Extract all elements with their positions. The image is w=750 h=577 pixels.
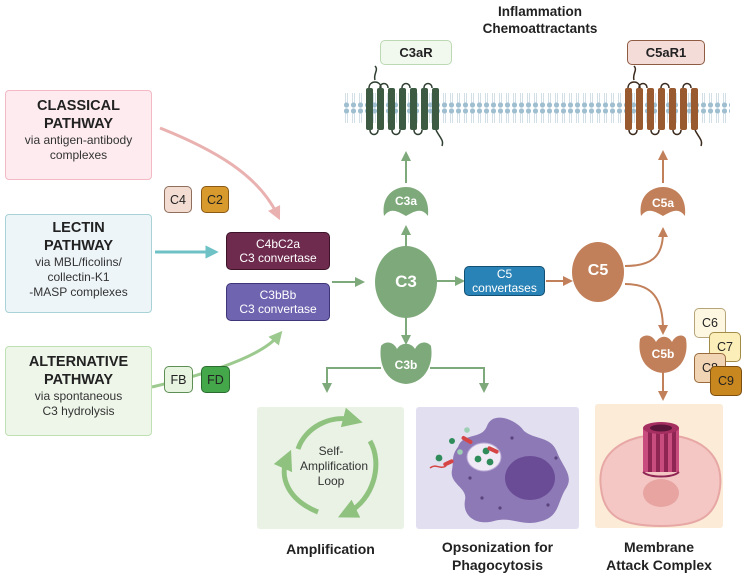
c5b-fragment xyxy=(639,335,687,373)
lectin-sub-3: -MASP complexes xyxy=(29,285,128,299)
classical-pathway-box: CLASSICAL PATHWAY via antigen-antibody c… xyxy=(5,90,152,180)
c3ar-receptor-shape xyxy=(366,65,444,147)
c4-factor: C4 xyxy=(164,186,192,213)
header-line-1: Inflammation xyxy=(497,4,582,19)
c3b-to-opsonization-arrow xyxy=(430,367,489,393)
self-amplification-loop-text: Self- Amplification Loop xyxy=(300,444,369,489)
c3a-fragment xyxy=(383,187,429,216)
c5b-label: C5b xyxy=(651,347,675,361)
loop-line-3: Loop xyxy=(317,474,345,488)
opsonization-line-1: Opsonization for xyxy=(441,539,554,555)
mac-outcome-label: Membrane Attack Complex xyxy=(588,538,730,574)
c3a-label: C3a xyxy=(394,194,417,208)
c3-label: C3 xyxy=(395,272,417,291)
lectin-title-2: PATHWAY xyxy=(43,238,114,254)
c3b-to-amplification-arrow xyxy=(322,367,381,393)
lectin-sub-1: via MBL/ficolins/ xyxy=(35,255,122,269)
opsonization-outcome-label: Opsonization for Phagocytosis xyxy=(410,538,585,574)
fd-factor: FD xyxy=(201,366,230,393)
alternative-sub-2: C3 hydrolysis xyxy=(42,404,115,418)
c5a-fragment xyxy=(640,187,686,216)
c3b-fragment xyxy=(380,342,432,384)
phagocyte-cell-image xyxy=(429,417,569,523)
c5-to-c5b-arrow xyxy=(624,283,668,335)
lectin-pathway-box: LECTIN PATHWAY via MBL/ficolins/ collect… xyxy=(5,214,152,313)
classical-to-convertase-arrow xyxy=(159,126,281,221)
c3ar-receptor-label: C3aR xyxy=(380,40,452,65)
header-line-2: Chemoattractants xyxy=(482,21,598,36)
c4bc2a-line-2: C3 convertase xyxy=(239,251,317,265)
opsonization-line-2: Phagocytosis xyxy=(451,557,544,573)
c5-convertases: C5 convertases xyxy=(464,266,545,296)
c4bc2a-c3-convertase: C4bC2a C3 convertase xyxy=(226,232,330,270)
c3b-label: C3b xyxy=(394,358,418,372)
alternative-sub-1: via spontaneous xyxy=(34,389,123,403)
c3bbb-c3-convertase: C3bBb C3 convertase xyxy=(226,283,330,321)
c5a-label: C5a xyxy=(651,196,674,210)
loop-line-1: Self- xyxy=(318,444,344,458)
classical-title-2: PATHWAY xyxy=(43,116,114,132)
classical-sub-2: complexes xyxy=(49,148,108,162)
c5ar1-receptor-label: C5aR1 xyxy=(627,40,705,65)
classical-title-1: CLASSICAL xyxy=(37,98,120,114)
classical-sub-1: via antigen-antibody xyxy=(24,133,133,147)
c5-label: C5 xyxy=(587,262,609,279)
mac-target-cell-image xyxy=(599,433,722,528)
lectin-sub-2: collectin-K1 xyxy=(47,270,110,284)
loop-line-2: Amplification xyxy=(300,459,369,473)
lectin-title-1: LECTIN xyxy=(52,220,105,236)
c3bbb-line-1: C3bBb xyxy=(259,288,297,302)
c5ar1-receptor-shape xyxy=(625,65,703,147)
c5-to-c5a-arrow xyxy=(624,227,668,267)
mac-line-2: Attack Complex xyxy=(606,557,712,573)
self-amplification-loop-icon xyxy=(273,407,379,518)
mac-line-1: Membrane xyxy=(623,539,695,555)
c3bbb-line-2: C3 convertase xyxy=(239,302,317,316)
alternative-title-1: ALTERNATIVE xyxy=(28,354,129,370)
amplification-outcome-label: Amplification xyxy=(286,541,375,557)
alternative-pathway-box: ALTERNATIVE PATHWAY via spontaneous C3 h… xyxy=(5,346,152,436)
inflammation-header: Inflammation Chemoattractants xyxy=(470,3,610,37)
alternative-title-2: PATHWAY xyxy=(43,372,114,388)
c9-component: C9 xyxy=(710,366,742,396)
c3-molecule xyxy=(375,246,437,318)
c4bc2a-line-1: C4bC2a xyxy=(255,237,301,251)
fb-factor: FB xyxy=(164,366,193,393)
c2-factor: C2 xyxy=(201,186,229,213)
c5-convertases-label: C5 convertases xyxy=(472,267,537,295)
cell-membrane xyxy=(343,92,730,128)
membrane-attack-complex-pore xyxy=(642,422,680,478)
c5-molecule xyxy=(572,242,624,302)
